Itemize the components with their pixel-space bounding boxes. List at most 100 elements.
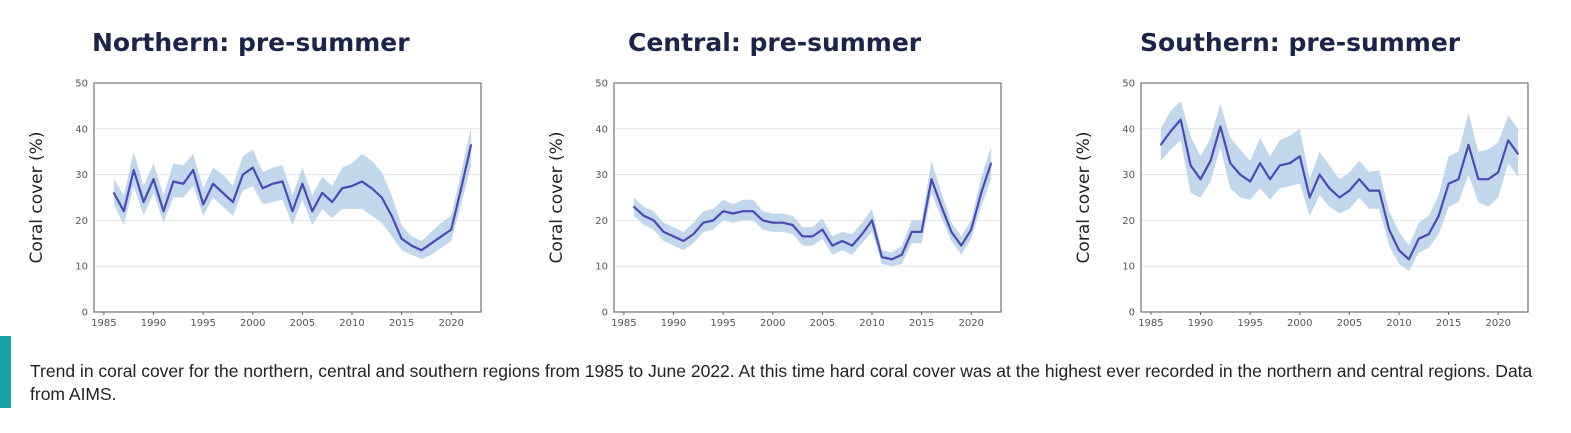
- data-point-2021: [460, 187, 463, 190]
- data-point-2019: [960, 244, 963, 247]
- data-point-2018: [950, 231, 953, 233]
- data-point-2016: [930, 178, 933, 180]
- data-point-2002: [271, 183, 274, 185]
- xtick-label-1985: 1985: [1138, 318, 1163, 329]
- data-point-1988: [132, 169, 135, 171]
- data-point-1999: [1289, 162, 1291, 164]
- data-point-2001: [261, 187, 264, 190]
- data-point-2011: [361, 180, 363, 183]
- data-point-2012: [371, 187, 373, 190]
- xtick-label-2020: 2020: [439, 318, 464, 329]
- ytick-label-40: 40: [75, 124, 88, 135]
- confidence-band: [113, 126, 472, 260]
- data-point-2022: [1517, 153, 1519, 155]
- data-point-1999: [762, 219, 764, 222]
- data-point-2012: [891, 258, 893, 261]
- data-point-1990: [672, 235, 675, 238]
- xtick-label-1990: 1990: [661, 318, 686, 329]
- xtick-label-1990: 1990: [1188, 318, 1213, 329]
- data-point-2004: [811, 235, 814, 238]
- xtick-label-2010: 2010: [339, 318, 364, 329]
- data-point-2014: [1437, 215, 1440, 217]
- xtick-label-1985: 1985: [91, 318, 116, 329]
- ytick-label-0: 0: [1129, 308, 1135, 319]
- data-point-2008: [331, 201, 334, 203]
- ytick-label-10: 10: [595, 262, 608, 273]
- data-point-1992: [172, 180, 175, 183]
- ytick-label-50: 50: [75, 79, 88, 90]
- data-point-2009: [341, 187, 343, 190]
- ytick-label-50: 50: [595, 79, 608, 90]
- chart-title-central: Central: pre-summer: [628, 28, 922, 57]
- data-point-2000: [772, 221, 774, 224]
- data-point-2010: [1398, 249, 1400, 251]
- data-point-1987: [643, 215, 645, 217]
- data-point-1992: [1219, 125, 1222, 128]
- data-point-1996: [1259, 162, 1261, 164]
- xtick-label-2020: 2020: [1486, 318, 1511, 329]
- data-point-2000: [1299, 155, 1301, 158]
- xtick-label-2015: 2015: [909, 318, 934, 329]
- data-point-2020: [970, 228, 972, 231]
- data-point-1995: [202, 203, 204, 206]
- data-point-2012: [1418, 237, 1420, 240]
- ytick-label-30: 30: [595, 170, 608, 181]
- data-point-1988: [652, 219, 655, 222]
- data-point-1988: [1179, 118, 1182, 121]
- xtick-label-2005: 2005: [290, 318, 315, 329]
- data-point-2014: [390, 215, 393, 217]
- data-point-2013: [381, 196, 383, 199]
- ytick-label-20: 20: [1122, 216, 1135, 227]
- data-point-2003: [1328, 187, 1331, 190]
- xtick-label-2015: 2015: [1436, 318, 1461, 329]
- confidence-band: [633, 147, 992, 267]
- data-point-1996: [732, 212, 734, 215]
- data-point-1996: [212, 183, 214, 185]
- xtick-label-2005: 2005: [1337, 318, 1362, 329]
- data-point-1995: [1249, 180, 1251, 183]
- data-point-2015: [1447, 183, 1450, 185]
- data-point-2000: [252, 166, 254, 169]
- data-point-1997: [222, 192, 224, 194]
- data-point-2008: [1378, 189, 1380, 192]
- data-point-2002: [1318, 173, 1321, 176]
- data-point-1990: [1199, 178, 1202, 180]
- data-point-2018: [1477, 178, 1480, 180]
- confidence-band: [1160, 101, 1519, 271]
- xtick-label-2020: 2020: [959, 318, 984, 329]
- xtick-label-1995: 1995: [1237, 318, 1262, 329]
- xtick-label-2005: 2005: [810, 318, 835, 329]
- data-point-2004: [1338, 196, 1341, 199]
- data-point-1987: [123, 210, 125, 212]
- data-point-2003: [801, 235, 804, 238]
- xtick-label-2000: 2000: [240, 318, 265, 329]
- ytick-label-30: 30: [75, 170, 88, 181]
- data-point-2009: [861, 233, 863, 235]
- data-point-1997: [1269, 178, 1271, 180]
- xtick-label-2015: 2015: [389, 318, 414, 329]
- data-point-2001: [781, 221, 784, 224]
- data-point-2007: [321, 192, 324, 194]
- data-point-2018: [430, 242, 433, 245]
- data-point-2007: [1368, 189, 1370, 192]
- data-point-2006: [311, 210, 314, 212]
- data-point-2013: [1428, 233, 1430, 235]
- xtick-label-2000: 2000: [1287, 318, 1312, 329]
- caption-accent-bar: [0, 336, 11, 408]
- data-point-2019: [1487, 178, 1490, 180]
- data-point-1991: [682, 240, 685, 242]
- ytick-label-40: 40: [595, 124, 608, 135]
- xtick-label-1990: 1990: [141, 318, 166, 329]
- xtick-label-1995: 1995: [190, 318, 215, 329]
- xtick-label-2010: 2010: [1386, 318, 1411, 329]
- data-point-2004: [291, 210, 294, 212]
- data-point-2020: [1497, 171, 1499, 174]
- data-point-2017: [420, 249, 423, 251]
- data-point-1986: [633, 205, 635, 208]
- xtick-label-2000: 2000: [760, 318, 785, 329]
- data-point-2011: [1408, 258, 1410, 261]
- data-point-2021: [1507, 139, 1509, 142]
- data-point-2019: [440, 235, 443, 238]
- charts-figure: 0 10 20 30 40 50 1985 1990 1995 2000 2005 2010 2015 2…: [27, 79, 1529, 329]
- data-point-1989: [1189, 164, 1192, 167]
